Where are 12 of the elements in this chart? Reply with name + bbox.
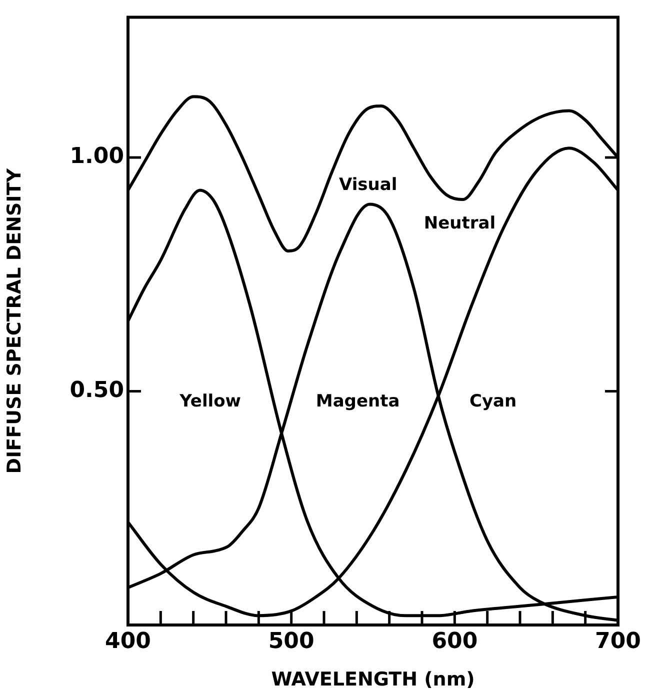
text: Visual Neutral	[338, 174, 496, 234]
y-tick-label: 1.00	[70, 144, 124, 170]
x-tick-label: 500	[268, 628, 314, 654]
y-tick-label: 0.50	[70, 378, 124, 403]
series-label: Cyan	[469, 391, 517, 412]
y-axis-title: DIFFUSE SPECTRAL DENSITY	[3, 168, 26, 474]
x-tick-label: 700	[595, 628, 641, 654]
series-label: Yellow	[178, 391, 242, 412]
x-tick-label: 400	[105, 628, 151, 654]
series-label: Magenta	[316, 391, 400, 412]
x-tick-label: 600	[432, 628, 478, 654]
x-axis-title: WAVELENGTH (nm)	[271, 668, 475, 691]
